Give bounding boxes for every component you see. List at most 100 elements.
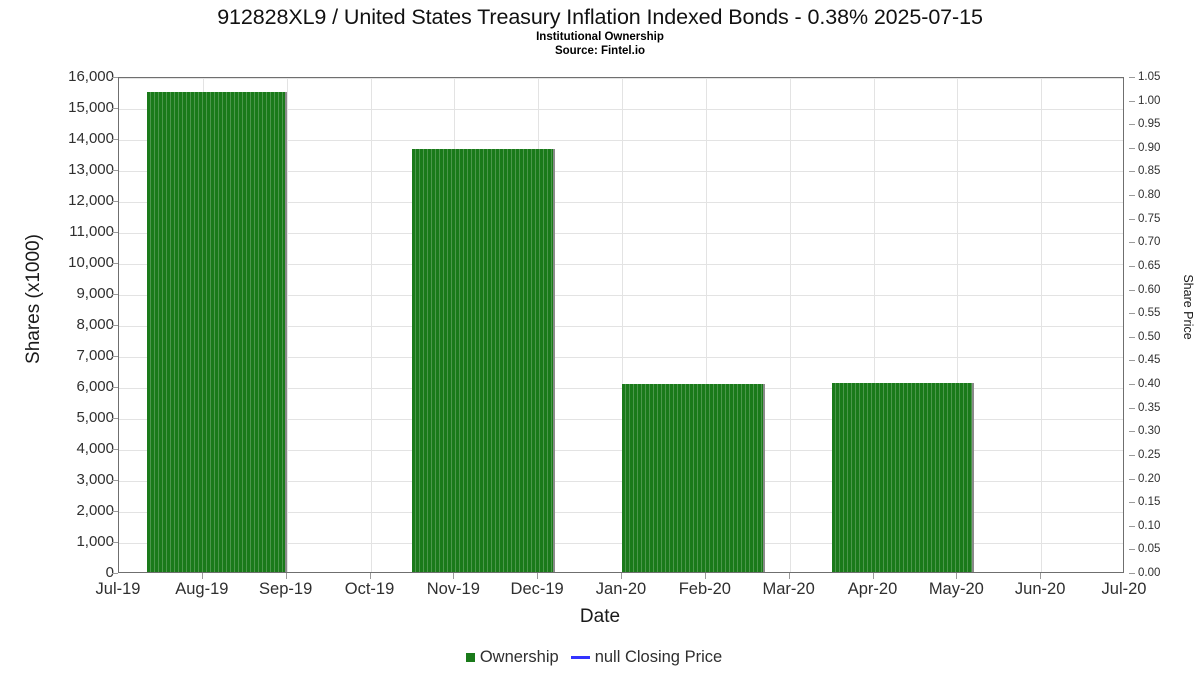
y-axis-right-tick-label: 1.00 [1138, 94, 1161, 107]
y-axis-left-tick-label: 16,000 [68, 68, 114, 85]
y-axis-left-tick-label: 13,000 [68, 161, 114, 178]
gridline-horizontal [119, 450, 1123, 451]
x-axis-tick-mark [705, 573, 706, 579]
y-axis-right-tick-label: 0.70 [1138, 236, 1161, 249]
gridline-horizontal [119, 78, 1123, 79]
y-axis-right-tick-label: 0.25 [1138, 448, 1161, 461]
y-axis-left-tick-mark [112, 325, 118, 326]
y-axis-left-tick-label: 5,000 [76, 409, 114, 426]
x-axis-tick-mark [873, 573, 874, 579]
x-axis-tick-label: Dec-19 [510, 580, 564, 598]
y-axis-right-tick-mark [1129, 526, 1135, 527]
title-block: 912828XL9 / United States Treasury Infla… [0, 4, 1200, 58]
y-axis-left-tick-mark [112, 418, 118, 419]
y-axis-right-tick-mark [1129, 384, 1135, 385]
y-axis-left-tick-label: 3,000 [76, 471, 114, 488]
y-axis-left-tick-mark [112, 77, 118, 78]
y-axis-left-tick-mark [112, 201, 118, 202]
gridline-horizontal [119, 481, 1123, 482]
y-axis-right-tick-label: 0.35 [1138, 401, 1161, 414]
y-axis-right-tick-label: 0.75 [1138, 212, 1161, 225]
y-axis-right-tick-mark [1129, 502, 1135, 503]
y-axis-right-tick-label: 1.05 [1138, 71, 1161, 83]
y-axis-right-tick-label: 0.85 [1138, 165, 1161, 178]
y-axis-left-tick-label: 6,000 [76, 378, 114, 395]
x-axis-tick-mark [370, 573, 371, 579]
y-axis-left-tick-mark [112, 170, 118, 171]
gridline-vertical [790, 78, 791, 572]
x-axis-tick-label: Feb-20 [678, 580, 731, 598]
y-axis-left-tick-label: 15,000 [68, 99, 114, 116]
bar-group[interactable] [412, 148, 555, 572]
y-axis-right-tick-mark [1129, 77, 1135, 78]
x-axis-tick-label: Nov-19 [426, 580, 480, 598]
y-axis-left-tick-label: 8,000 [76, 316, 114, 333]
y-axis-right-tick-label: 0.00 [1138, 567, 1161, 579]
y-axis-right-tick-mark [1129, 455, 1135, 456]
x-axis-tick-mark [956, 573, 957, 579]
x-axis-tick-label: Jun-20 [1014, 580, 1066, 598]
y-axis-right-tick-label: 0.50 [1138, 330, 1161, 343]
gridline-horizontal [119, 202, 1123, 203]
y-axis-left-tick-mark [112, 511, 118, 512]
y-axis-right-title: Share Price [1181, 274, 1195, 340]
legend-item[interactable]: null Closing Price [570, 648, 723, 667]
y-axis-left-tick-mark [112, 294, 118, 295]
y-axis-left-tick-label: 11,000 [69, 223, 114, 240]
gridline-vertical [706, 78, 707, 572]
y-axis-left-tick-mark [112, 263, 118, 264]
y-axis-right-tick-label: 0.10 [1138, 519, 1161, 532]
legend-line-icon [570, 656, 590, 659]
y-axis-right-tick-mark [1129, 101, 1135, 102]
chart-subtitle: Institutional Ownership [536, 31, 664, 43]
x-axis-tick-label: Sep-19 [259, 580, 313, 598]
bar-group[interactable] [622, 384, 765, 572]
x-axis-tick-mark [1040, 573, 1041, 579]
gridline-horizontal [119, 171, 1123, 172]
legend-square-icon [465, 653, 475, 662]
y-axis-right-tick-mark [1129, 549, 1135, 550]
x-axis-tick-label: Jul-20 [1101, 580, 1147, 598]
y-axis-right-tick-mark [1129, 242, 1135, 243]
y-axis-left-tick-mark [112, 108, 118, 109]
x-axis-tick-label: Oct-19 [344, 580, 395, 598]
gridline-vertical [957, 78, 958, 572]
x-axis-tick-label: Jan-20 [595, 580, 647, 598]
y-axis-right-tick-mark [1129, 313, 1135, 314]
gridline-horizontal [119, 326, 1123, 327]
gridline-vertical [1041, 78, 1042, 572]
legend-item-label: null Closing Price [594, 648, 723, 666]
x-axis-tick-label: Jul-19 [95, 580, 141, 598]
y-axis-right-tick-label: 0.15 [1138, 496, 1161, 509]
gridline-horizontal [119, 109, 1123, 110]
y-axis-left-tick-label: 7,000 [76, 347, 114, 364]
y-axis-right-tick-mark [1129, 360, 1135, 361]
y-axis-right-tick-mark [1129, 266, 1135, 267]
y-axis-left-tick-label: 14,000 [68, 130, 114, 147]
bar-group[interactable] [831, 383, 975, 572]
gridline-horizontal [119, 419, 1123, 420]
y-axis-right-tick-label: 0.90 [1138, 141, 1161, 154]
y-axis-left-tick-label: 10,000 [68, 254, 114, 271]
legend-item[interactable]: Ownership [465, 648, 559, 667]
y-axis-right-tick-label: 0.20 [1138, 472, 1161, 485]
gridline-horizontal [119, 264, 1123, 265]
y-axis-right-tick-mark [1129, 337, 1135, 338]
gridline-vertical [371, 78, 372, 572]
y-axis-right-tick-label: 0.95 [1138, 118, 1161, 131]
x-axis-tick-label: Mar-20 [762, 580, 815, 598]
y-axis-left-tick-mark [112, 387, 118, 388]
x-axis-tick-mark [202, 573, 203, 579]
bar-group[interactable] [146, 92, 287, 572]
y-axis-right-tick-label: 0.30 [1138, 425, 1161, 438]
x-axis-title: Date [579, 606, 621, 627]
y-axis-left-tick-label: 2,000 [76, 502, 114, 519]
y-axis-left-tick-mark [112, 356, 118, 357]
y-axis-left-tick-mark [112, 232, 118, 233]
y-axis-right-tick-label: 0.80 [1138, 189, 1161, 202]
y-axis-left-tick-label: 12,000 [68, 192, 114, 209]
y-axis-right-tick-mark [1129, 171, 1135, 172]
y-axis-left-tick-label: 4,000 [76, 440, 114, 457]
chart-source: Source: Fintel.io [554, 45, 646, 57]
